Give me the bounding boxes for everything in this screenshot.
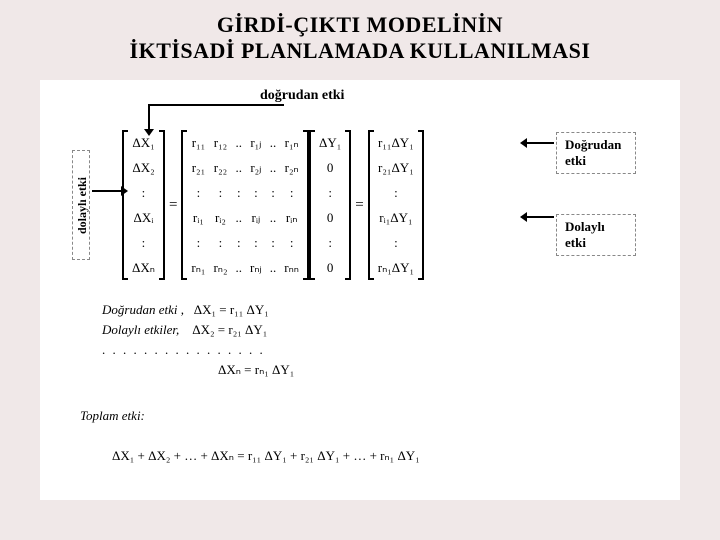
arrow-down-icon <box>148 104 150 130</box>
content-panel: doğrudan etki dolaylı etki ΔX₁ ΔX₂ : ΔXᵢ… <box>40 80 680 500</box>
bracket-left-icon <box>368 130 374 280</box>
equals-sign: = <box>355 197 363 214</box>
r-col-5: ....:..:.. <box>266 130 281 280</box>
dx-column: ΔX₁ ΔX₂ : ΔXᵢ : ΔXₙ <box>128 130 159 280</box>
indirect-effect-label-right: Dolaylı etki <box>556 214 636 256</box>
arrow-line-top <box>148 104 284 106</box>
total-effect-equation: ΔX₁ + ΔX₂ + … + ΔXₙ = r₁₁ ΔY₁ + r₂₁ ΔY₁ … <box>112 448 420 464</box>
arrow-right-icon <box>92 190 122 192</box>
r-col-6: r₁ₙr₂ₙ:rᵢₙ:rₙₙ <box>280 130 303 280</box>
bracket-left-icon <box>181 130 187 280</box>
equals-sign: = <box>169 197 177 214</box>
total-effect-label: Toplam etki: <box>80 408 145 424</box>
bracket-right-icon <box>159 130 165 280</box>
dy-column: ΔY₁0:0:0 <box>315 130 345 280</box>
effect-equations: Doğrudan etki , ΔX₁ = r₁₁ ΔY₁ Dolaylı et… <box>102 298 294 382</box>
arrow-left-icon <box>526 216 554 218</box>
title-line-1: GİRDİ-ÇIKTI MODELİNİN <box>20 12 700 38</box>
r-col-2: r₁₂r₂₂:rᵢ₂:rₙ₂ <box>209 130 231 280</box>
bracket-right-icon <box>418 130 424 280</box>
rdy-column: r₁₁ΔY₁r₂₁ΔY₁:rᵢ₁ΔY₁:rₙ₁ΔY₁ <box>374 130 418 280</box>
title-line-2: İKTİSADİ PLANLAMADA KULLANILMASI <box>20 38 700 64</box>
indirect-effect-label-vertical: dolaylı etki <box>72 150 90 260</box>
r-col-4: r₁ⱼr₂ⱼ:rᵢⱼ:rₙⱼ <box>246 130 266 280</box>
page-title: GİRDİ-ÇIKTI MODELİNİN İKTİSADİ PLANLAMAD… <box>0 0 720 70</box>
right-label-group: Doğrudan etki Dolaylı etki <box>556 132 636 296</box>
r-col-3: ....:..:.. <box>232 130 247 280</box>
bracket-left-icon <box>309 130 315 280</box>
direct-effect-label-top: doğrudan etki <box>260 88 344 104</box>
direct-effect-label-right: Doğrudan etki <box>556 132 636 174</box>
r-col-1: r₁₁r₂₁:rᵢ₁:rₙ₁ <box>187 130 209 280</box>
bracket-right-icon <box>345 130 351 280</box>
arrow-left-icon <box>526 142 554 144</box>
ellipsis-dots: . . . . . . . . . . . . . . . . <box>102 342 294 358</box>
bracket-left-icon <box>122 130 128 280</box>
matrix-equation: ΔX₁ ΔX₂ : ΔXᵢ : ΔXₙ = r₁₁r₂₁:rᵢ₁:rₙ₁ r₁₂… <box>122 130 424 280</box>
